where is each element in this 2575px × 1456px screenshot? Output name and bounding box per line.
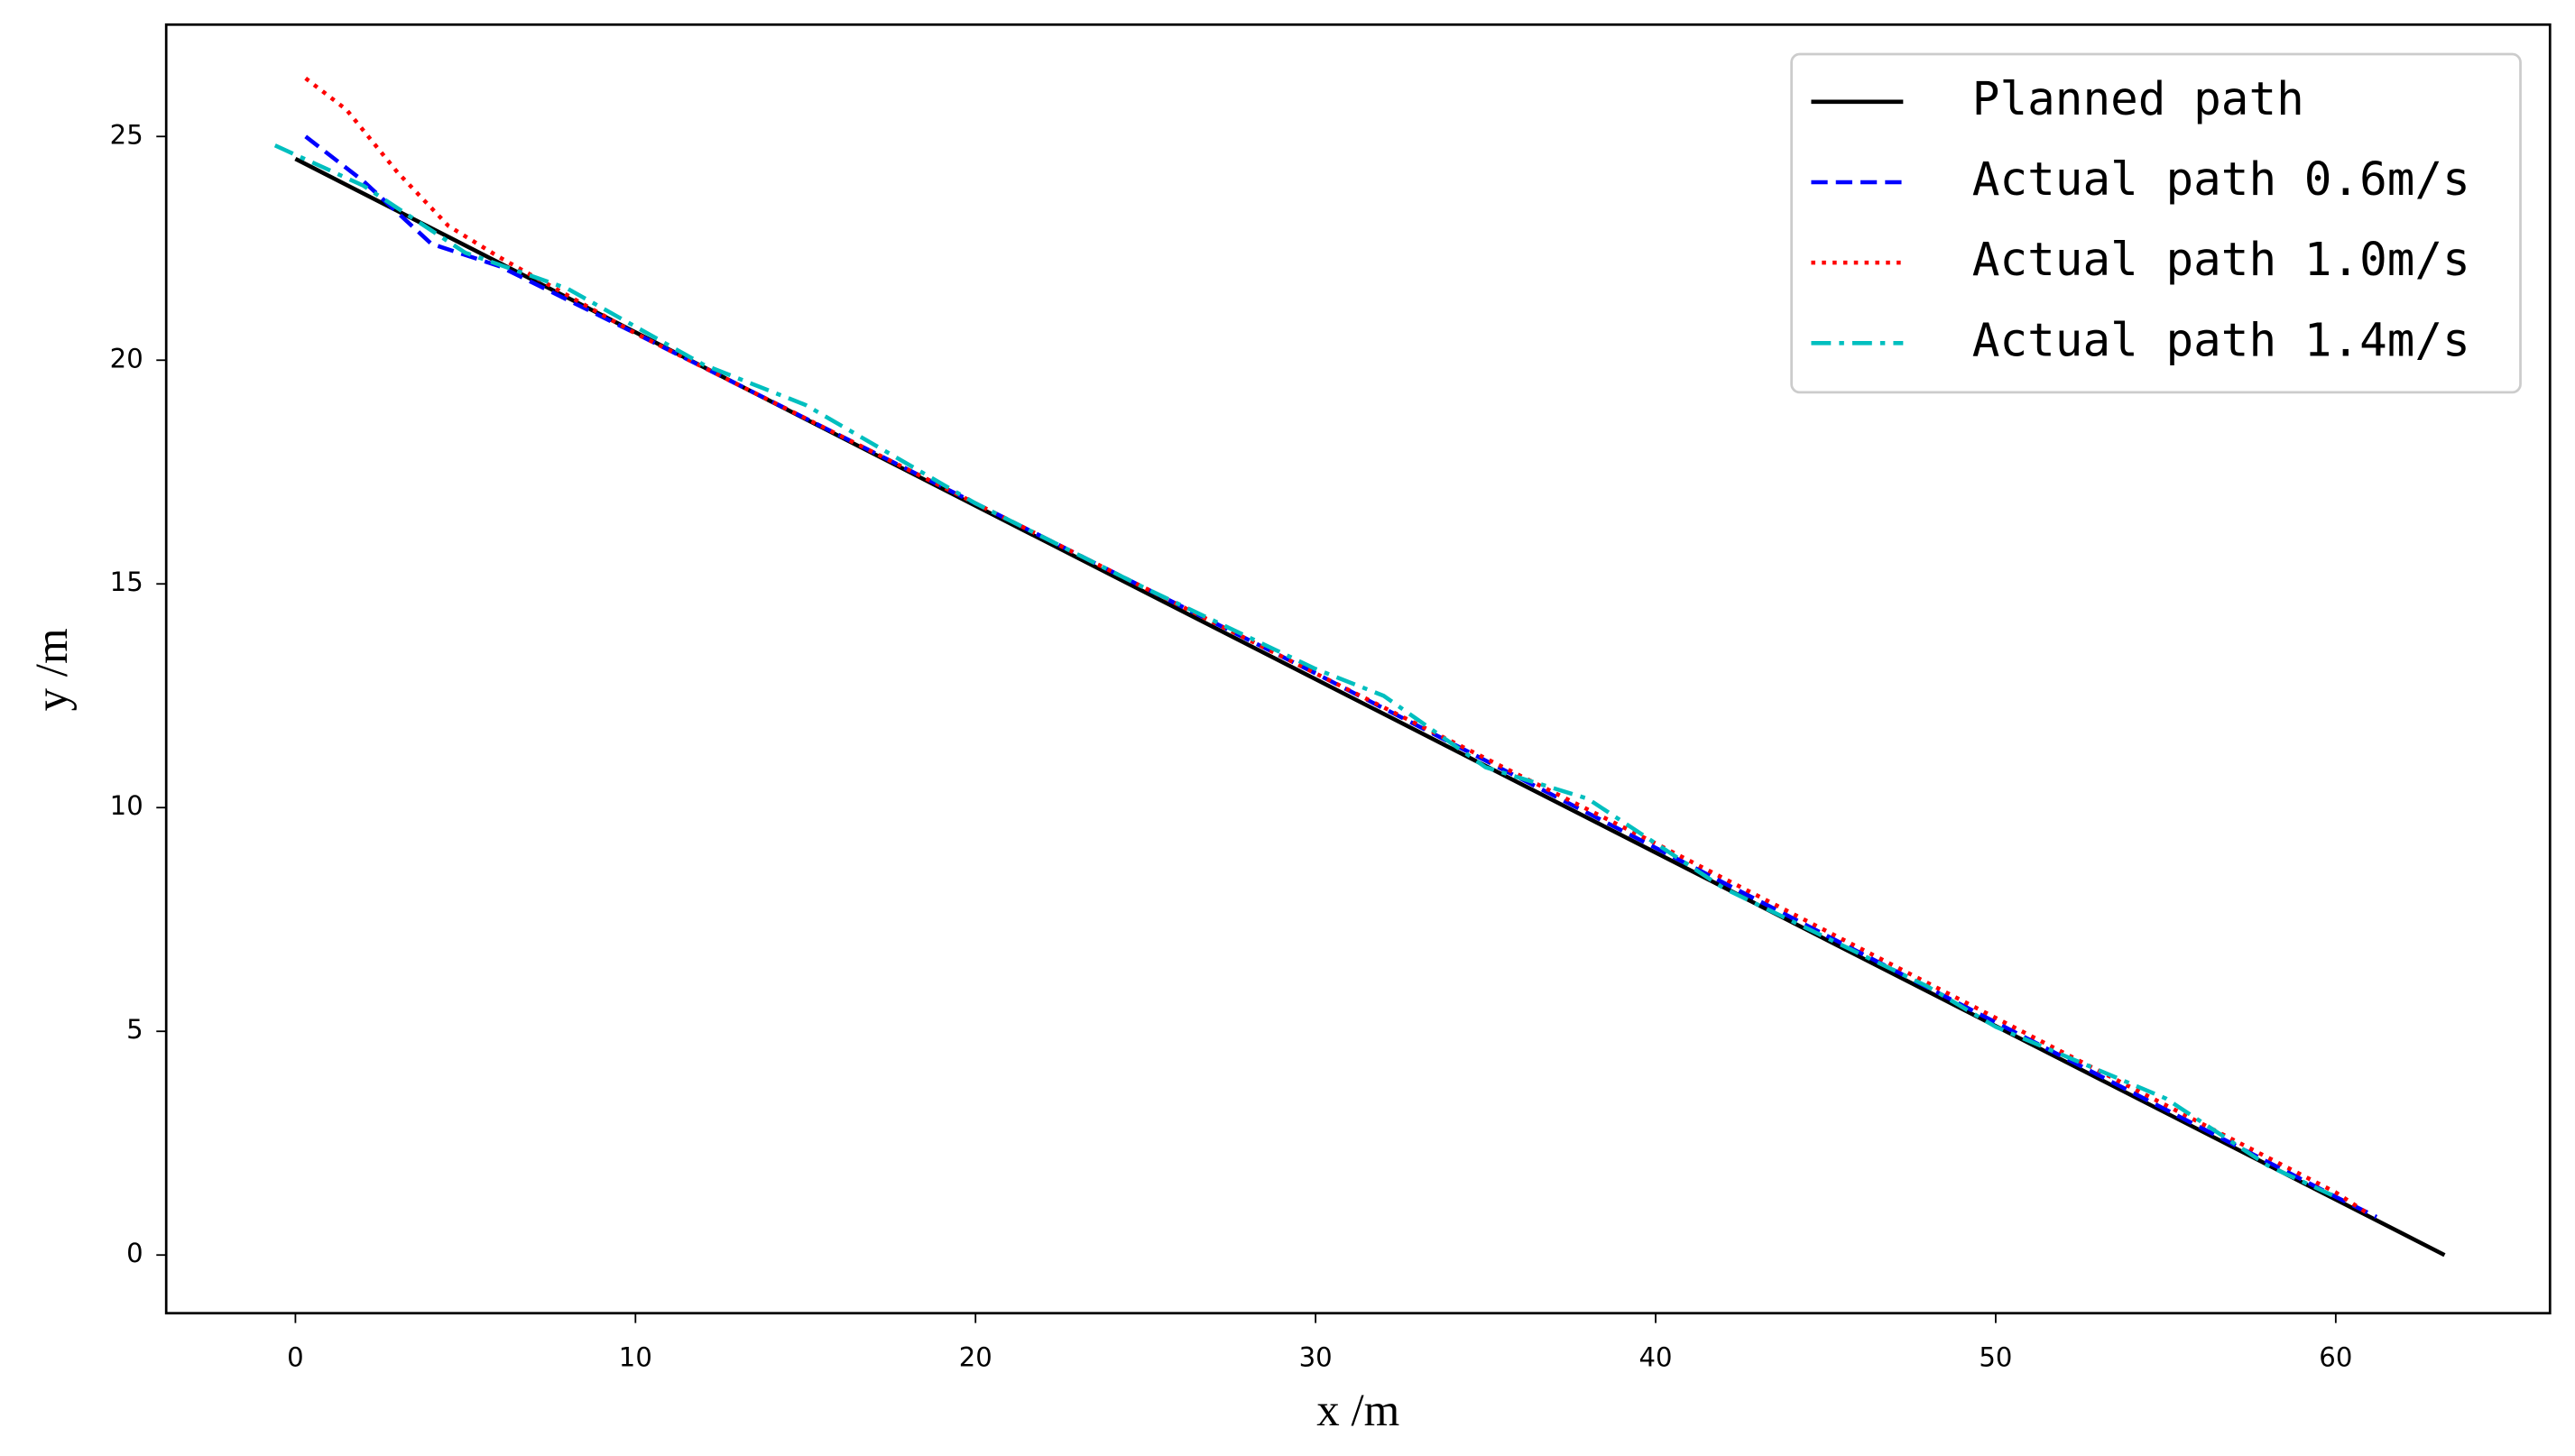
series-line: [273, 143, 2337, 1199]
y-tick-label: 25: [110, 119, 143, 150]
y-tick-label: 20: [110, 343, 143, 373]
series-line: [304, 77, 2371, 1217]
y-tick-label: 15: [110, 567, 143, 597]
x-tick-label: 10: [619, 1342, 652, 1373]
x-tick-label: 50: [1979, 1342, 2012, 1373]
y-tick-label: 5: [126, 1014, 143, 1045]
legend-label: Actual path 0.6m/s: [1972, 153, 2470, 207]
legend-label: Planned path: [1972, 73, 2304, 126]
y-tick-label: 0: [126, 1238, 143, 1268]
plot-frame: [164, 23, 2552, 1315]
x-axis-label: x /m: [1316, 1386, 1399, 1436]
legend-label: Actual path 1.0m/s: [1972, 234, 2470, 287]
legend-label: Actual path 1.4m/s: [1972, 314, 2470, 367]
x-tick-label: 30: [1299, 1342, 1333, 1373]
x-tick-label: 20: [959, 1342, 992, 1373]
x-tick-label: 40: [1639, 1342, 1673, 1373]
x-tick-label: 60: [2319, 1342, 2352, 1373]
y-axis-label: y /m: [27, 628, 78, 711]
legend-box: [1790, 52, 2522, 394]
y-tick-label: 10: [110, 790, 143, 821]
x-tick-label: 0: [287, 1342, 304, 1373]
